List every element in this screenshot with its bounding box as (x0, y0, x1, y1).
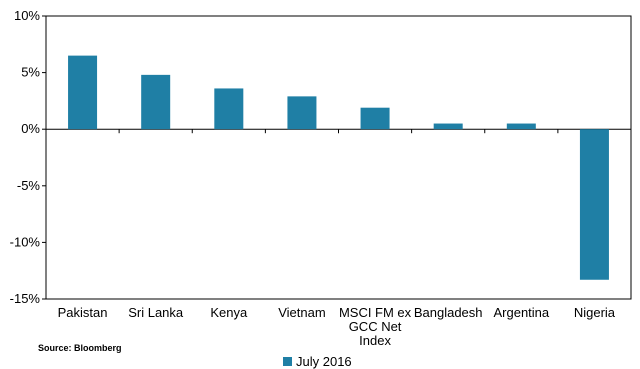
category-label: Nigeria (574, 305, 616, 320)
legend: July 2016 (283, 354, 352, 369)
category-label: Bangladesh (414, 305, 483, 320)
bar (433, 123, 463, 130)
y-tick-label: 5% (21, 65, 40, 80)
bar (579, 129, 609, 280)
y-tick-label: 0% (21, 121, 40, 136)
y-tick-label: -10% (10, 234, 41, 249)
legend-label: July 2016 (296, 354, 352, 369)
y-tick-label: -5% (17, 178, 41, 193)
plot-frame (45, 15, 632, 300)
bar (68, 55, 98, 130)
y-tick-label: 10% (14, 8, 40, 23)
legend-swatch (283, 357, 292, 366)
y-tick-label: -15% (10, 291, 41, 306)
bar (506, 123, 536, 130)
bar (214, 88, 244, 130)
category-label: Kenya (210, 305, 248, 320)
category-label: Argentina (493, 305, 549, 320)
category-label: Sri Lanka (128, 305, 184, 320)
bar (360, 107, 390, 130)
category-label: Pakistan (58, 305, 108, 320)
plot-area: 10% 5% 0% -5% -10% -15% Pakistan Sri Lanka Kenya… (10, 8, 632, 348)
bar (287, 96, 317, 130)
category-label: Vietnam (278, 305, 325, 320)
category-label: MSCI FM ex GCC Net Index (339, 305, 412, 348)
source-note: Source: Bloomberg (38, 343, 122, 353)
bar (141, 74, 171, 130)
